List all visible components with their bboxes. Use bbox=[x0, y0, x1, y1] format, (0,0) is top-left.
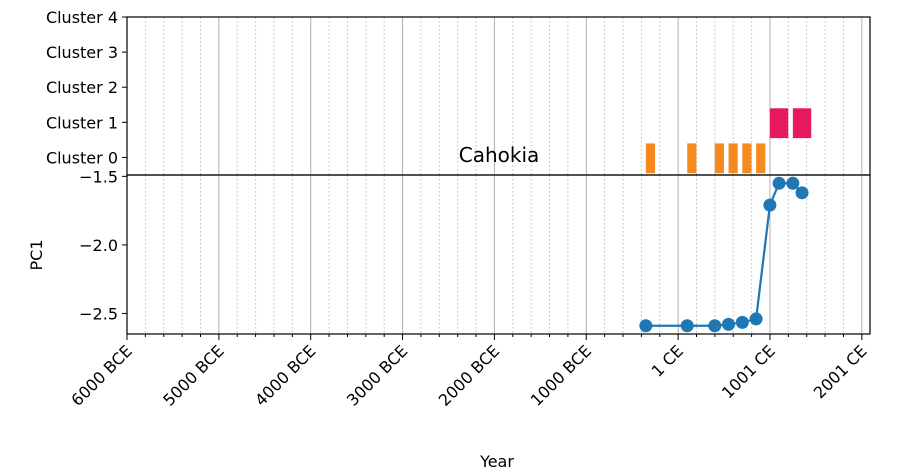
y-tick-label: Cluster 4 bbox=[46, 8, 118, 27]
x-tick-label: 4000 BCE bbox=[251, 341, 319, 409]
cluster-bar bbox=[756, 143, 766, 174]
y-tick-label: −2.0 bbox=[79, 236, 118, 255]
cluster-bar bbox=[645, 143, 656, 174]
x-tick-label: 5000 BCE bbox=[159, 341, 227, 409]
y-tick-label: Cluster 3 bbox=[46, 43, 118, 62]
y-tick-label: Cluster 0 bbox=[46, 148, 118, 167]
y-axis-label: PC1 bbox=[27, 240, 46, 271]
x-tick-label: 1001 CE bbox=[718, 341, 779, 402]
x-tick-label: 3000 BCE bbox=[343, 341, 411, 409]
point bbox=[708, 319, 722, 333]
cluster-bar bbox=[728, 143, 738, 174]
line bbox=[645, 182, 803, 327]
cluster-bar bbox=[742, 143, 752, 174]
cluster-bar bbox=[687, 143, 697, 174]
cluster-bar bbox=[792, 108, 812, 139]
y-tick-label: Cluster 2 bbox=[46, 78, 118, 97]
point bbox=[795, 186, 809, 200]
y-tick-label: −2.5 bbox=[79, 304, 118, 323]
point bbox=[639, 319, 653, 333]
point bbox=[763, 198, 777, 212]
x-tick-label: 1000 BCE bbox=[527, 341, 595, 409]
point bbox=[786, 176, 800, 190]
annotation: Cahokia bbox=[459, 143, 540, 167]
x-tick-label: 2000 BCE bbox=[435, 341, 503, 409]
point bbox=[772, 176, 786, 190]
x-tick-label: 6000 BCE bbox=[67, 341, 135, 409]
point bbox=[749, 312, 763, 326]
point bbox=[722, 317, 736, 331]
y-tick-label: Cluster 1 bbox=[46, 113, 118, 132]
frame bbox=[126, 174, 871, 335]
x-axis-label: Year bbox=[479, 452, 514, 471]
x-tick-label: 2001 CE bbox=[810, 341, 871, 402]
cluster-bar bbox=[714, 143, 724, 174]
point bbox=[680, 319, 694, 333]
cluster-bar bbox=[769, 108, 789, 139]
point bbox=[735, 315, 749, 329]
x-tick-label: 1 CE bbox=[648, 341, 687, 380]
y-tick-label: −1.5 bbox=[79, 167, 118, 186]
